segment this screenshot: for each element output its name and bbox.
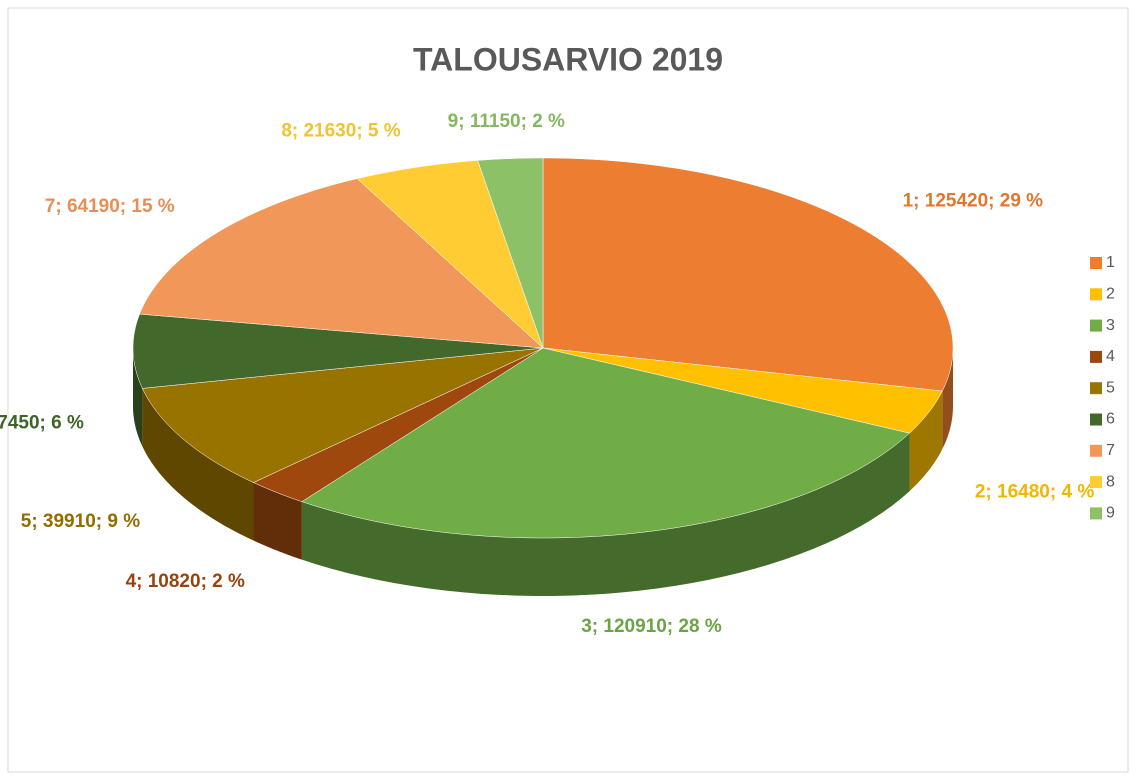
legend-label: 2: [1106, 286, 1115, 303]
data-label: 1; 125420; 29 %: [903, 191, 1044, 212]
slice: [477, 157, 544, 349]
slice-side: [133, 348, 143, 447]
legend-swatch: [1090, 257, 1102, 269]
data-label: 9; 11150; 2 %: [448, 111, 565, 132]
legend-label: 6: [1106, 411, 1115, 428]
legend-swatch: [1090, 382, 1102, 395]
slice-side: [301, 433, 910, 596]
slice-side: [942, 348, 953, 450]
slice: [132, 313, 544, 389]
legend-swatch: [1090, 350, 1102, 363]
legend-label: 9: [1106, 505, 1115, 522]
slice-side: [253, 482, 302, 560]
slice: [542, 157, 954, 392]
slice: [139, 178, 544, 349]
legend-label: 7: [1106, 442, 1115, 459]
legend-swatch: [1090, 319, 1102, 332]
chart-title: TALOUSARVIO 2019: [413, 41, 723, 77]
data-label: 6; 27450; 6 %: [0, 413, 84, 434]
legend-label: 8: [1106, 473, 1115, 490]
data-label: 3; 120910; 28 %: [581, 616, 722, 637]
slice: [301, 347, 910, 539]
legend-label: 1: [1106, 254, 1115, 271]
legend-swatch: [1090, 444, 1102, 457]
legend-swatch: [1090, 413, 1102, 426]
legend-label: 4: [1106, 348, 1115, 365]
data-label: 7; 64190; 15 %: [45, 196, 175, 217]
slice-side: [142, 388, 254, 541]
legend-swatch: [1090, 507, 1102, 520]
slice-side: [909, 391, 943, 492]
slice: [141, 347, 544, 483]
data-label: 4; 10820; 2 %: [126, 571, 245, 592]
slice: [356, 160, 544, 349]
data-label: 5; 39910; 9 %: [21, 511, 140, 532]
data-label: 2; 16480; 4 %: [975, 481, 1094, 502]
legend-swatch: [1090, 476, 1102, 489]
data-label: 8; 21630; 5 %: [281, 121, 400, 142]
slice: [542, 347, 943, 434]
slice: [252, 347, 544, 502]
legend-label: 3: [1106, 317, 1115, 334]
legend-swatch: [1090, 288, 1102, 301]
legend-label: 5: [1106, 379, 1115, 396]
